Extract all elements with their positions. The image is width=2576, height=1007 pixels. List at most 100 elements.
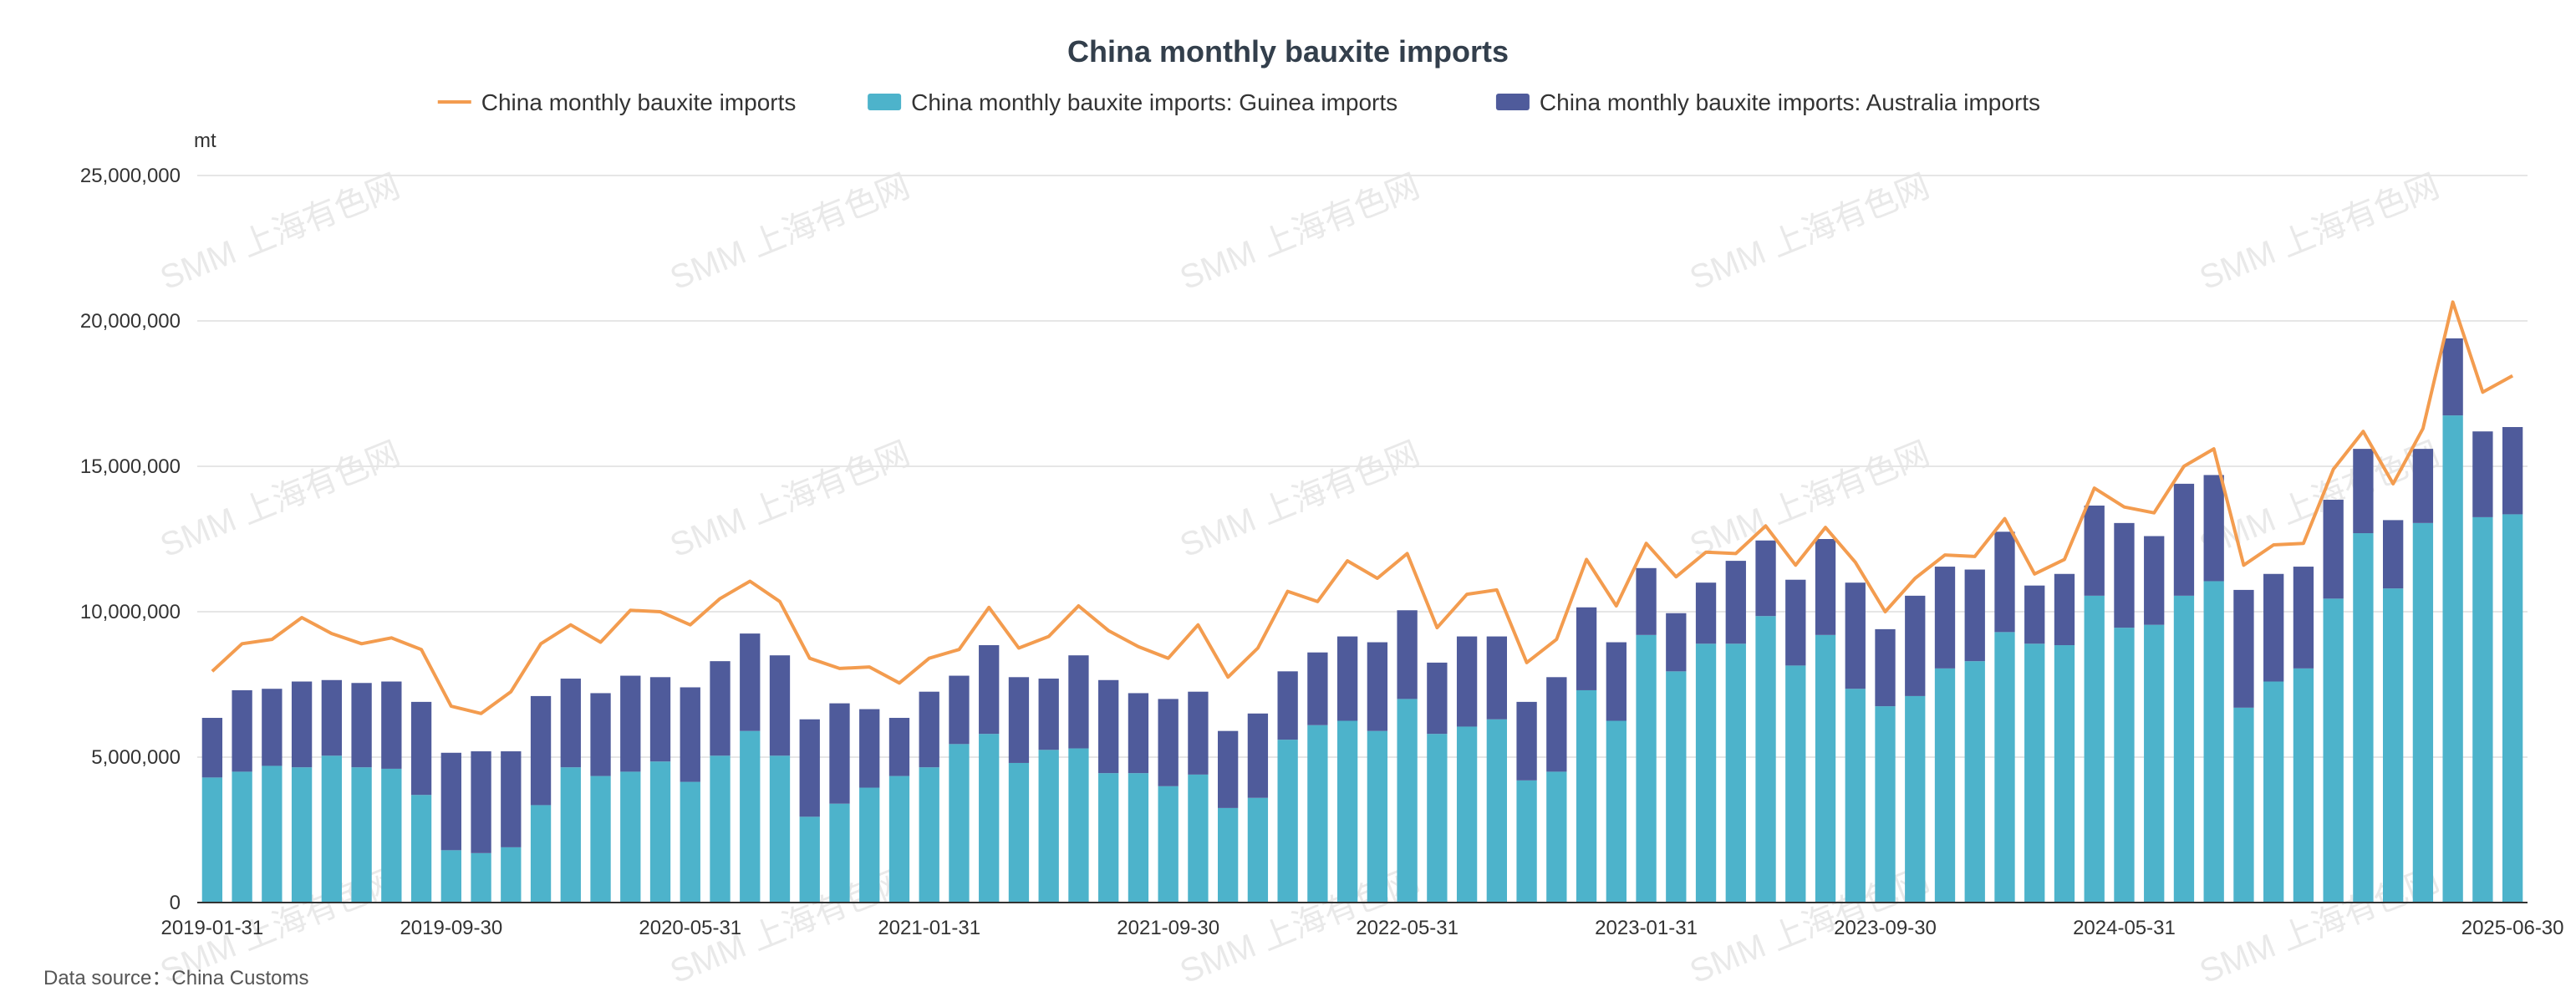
bar-australia[interactable] <box>1158 699 1179 786</box>
bar-australia[interactable] <box>1546 677 1567 772</box>
bar-guinea[interactable] <box>1008 762 1030 903</box>
legend[interactable]: China monthly bauxite imports China month… <box>437 89 2040 115</box>
bar-guinea[interactable] <box>2323 598 2344 903</box>
bar-australia[interactable] <box>2084 505 2105 596</box>
bar-australia[interactable] <box>680 687 700 782</box>
bar-australia[interactable] <box>1905 595 1926 696</box>
bar-australia[interactable] <box>859 709 880 788</box>
bar-australia[interactable] <box>201 718 223 778</box>
bar-australia[interactable] <box>321 679 342 756</box>
bar-guinea[interactable] <box>2144 624 2165 903</box>
bar-australia[interactable] <box>740 633 761 731</box>
bar-australia[interactable] <box>2173 483 2195 596</box>
bar-australia[interactable] <box>2472 431 2493 517</box>
bar-guinea[interactable] <box>381 768 402 903</box>
bar-guinea[interactable] <box>471 852 491 903</box>
bar-guinea[interactable] <box>291 767 313 903</box>
bar-australia[interactable] <box>1934 567 1956 669</box>
bar-australia[interactable] <box>291 681 313 768</box>
bar-australia[interactable] <box>440 752 461 851</box>
bar-guinea[interactable] <box>1397 699 1418 903</box>
bar-guinea[interactable] <box>1606 720 1627 903</box>
bar-guinea[interactable] <box>2293 668 2314 903</box>
bar-guinea[interactable] <box>351 767 372 903</box>
bar-australia[interactable] <box>262 689 283 766</box>
bar-guinea[interactable] <box>2173 595 2195 903</box>
bar-guinea[interactable] <box>321 755 342 903</box>
bar-guinea[interactable] <box>859 787 880 903</box>
bar-guinea[interactable] <box>979 734 1000 903</box>
bar-guinea[interactable] <box>1218 807 1239 903</box>
bar-guinea[interactable] <box>1307 725 1328 903</box>
bar-guinea[interactable] <box>1905 695 1926 903</box>
bar-australia[interactable] <box>2263 573 2284 682</box>
bar-australia[interactable] <box>1277 671 1298 740</box>
bar-guinea[interactable] <box>1367 730 1388 903</box>
bar-australia[interactable] <box>1755 540 1776 617</box>
bar-australia[interactable] <box>1875 628 1896 707</box>
bar-guinea[interactable] <box>1875 706 1896 903</box>
bar-guinea[interactable] <box>1695 643 1717 903</box>
bar-australia[interactable] <box>2383 520 2404 589</box>
bar-guinea[interactable] <box>1456 726 1478 903</box>
bar-australia[interactable] <box>1994 531 2015 633</box>
bar-guinea[interactable] <box>740 730 761 903</box>
bar-australia[interactable] <box>1068 655 1089 749</box>
bar-australia[interactable] <box>381 681 402 769</box>
bar-guinea[interactable] <box>649 761 671 903</box>
bar-guinea[interactable] <box>2233 707 2254 903</box>
bar-australia[interactable] <box>1367 642 1388 731</box>
bar-australia[interactable] <box>2144 536 2165 625</box>
bar-australia[interactable] <box>1247 713 1269 798</box>
bar-guinea[interactable] <box>2084 595 2105 903</box>
bar-australia[interactable] <box>649 677 671 762</box>
bar-australia[interactable] <box>1307 652 1328 725</box>
bar-australia[interactable] <box>1397 610 1418 699</box>
bar-guinea[interactable] <box>1516 780 1537 903</box>
bar-guinea[interactable] <box>1785 665 1806 903</box>
bar-guinea[interactable] <box>680 781 700 903</box>
bar-australia[interactable] <box>2353 449 2374 534</box>
bar-guinea[interactable] <box>769 755 791 903</box>
bar-australia[interactable] <box>2323 500 2344 599</box>
bar-guinea[interactable] <box>1158 786 1179 903</box>
bar-australia[interactable] <box>710 661 731 756</box>
bar-guinea[interactable] <box>888 776 910 903</box>
bar-australia[interactable] <box>1486 636 1507 720</box>
bar-guinea[interactable] <box>919 767 939 903</box>
bar-guinea[interactable] <box>232 771 252 903</box>
bar-australia[interactable] <box>1427 662 1448 735</box>
bar-guinea[interactable] <box>590 776 611 903</box>
bar-guinea[interactable] <box>1427 734 1448 903</box>
bar-australia[interactable] <box>1695 582 1717 644</box>
bar-australia[interactable] <box>1606 642 1627 721</box>
bar-guinea[interactable] <box>2412 522 2434 903</box>
bar-guinea[interactable] <box>530 805 552 903</box>
bar-australia[interactable] <box>1785 579 1806 666</box>
bar-guinea[interactable] <box>2472 516 2493 903</box>
bar-australia[interactable] <box>501 751 522 847</box>
bar-guinea[interactable] <box>1964 661 1985 903</box>
bar-guinea[interactable] <box>2353 533 2374 903</box>
bar-australia[interactable] <box>1666 613 1687 672</box>
bar-guinea[interactable] <box>829 803 850 903</box>
bar-guinea[interactable] <box>1725 643 1746 903</box>
bar-australia[interactable] <box>1218 730 1239 808</box>
bar-australia[interactable] <box>949 675 970 745</box>
bar-guinea[interactable] <box>1038 750 1059 903</box>
bar-guinea[interactable] <box>262 765 283 903</box>
bar-australia[interactable] <box>232 689 252 772</box>
legend-item[interactable]: China monthly bauxite imports: Australia… <box>1495 89 2040 115</box>
bar-australia[interactable] <box>2054 573 2075 646</box>
bar-australia[interactable] <box>2442 338 2463 416</box>
bar-australia[interactable] <box>1456 636 1478 727</box>
bar-guinea[interactable] <box>2383 588 2404 903</box>
bar-guinea[interactable] <box>201 777 223 903</box>
bar-australia[interactable] <box>1576 607 1597 690</box>
bar-australia[interactable] <box>1725 561 1746 644</box>
bar-australia[interactable] <box>979 645 1000 735</box>
bar-australia[interactable] <box>471 751 491 853</box>
bar-australia[interactable] <box>1964 569 1985 662</box>
bar-australia[interactable] <box>919 691 939 768</box>
bar-australia[interactable] <box>1098 679 1119 774</box>
